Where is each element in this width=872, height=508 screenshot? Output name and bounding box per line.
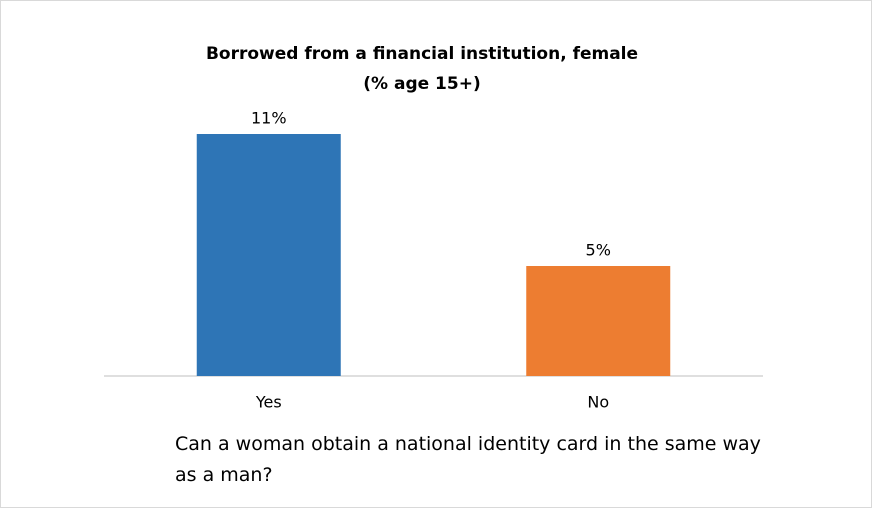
chart-subtitle: (% age 15+) xyxy=(363,74,480,94)
chart-title: Borrowed from a financial institution, f… xyxy=(206,44,638,64)
bar xyxy=(526,266,671,376)
bar xyxy=(196,134,341,376)
x-tick-label: No xyxy=(587,393,609,412)
data-label: 11% xyxy=(251,109,287,128)
x-tick-label: Yes xyxy=(255,393,282,412)
data-label: 5% xyxy=(586,241,611,260)
x-axis-label: Can a woman obtain a national identity c… xyxy=(175,433,761,486)
